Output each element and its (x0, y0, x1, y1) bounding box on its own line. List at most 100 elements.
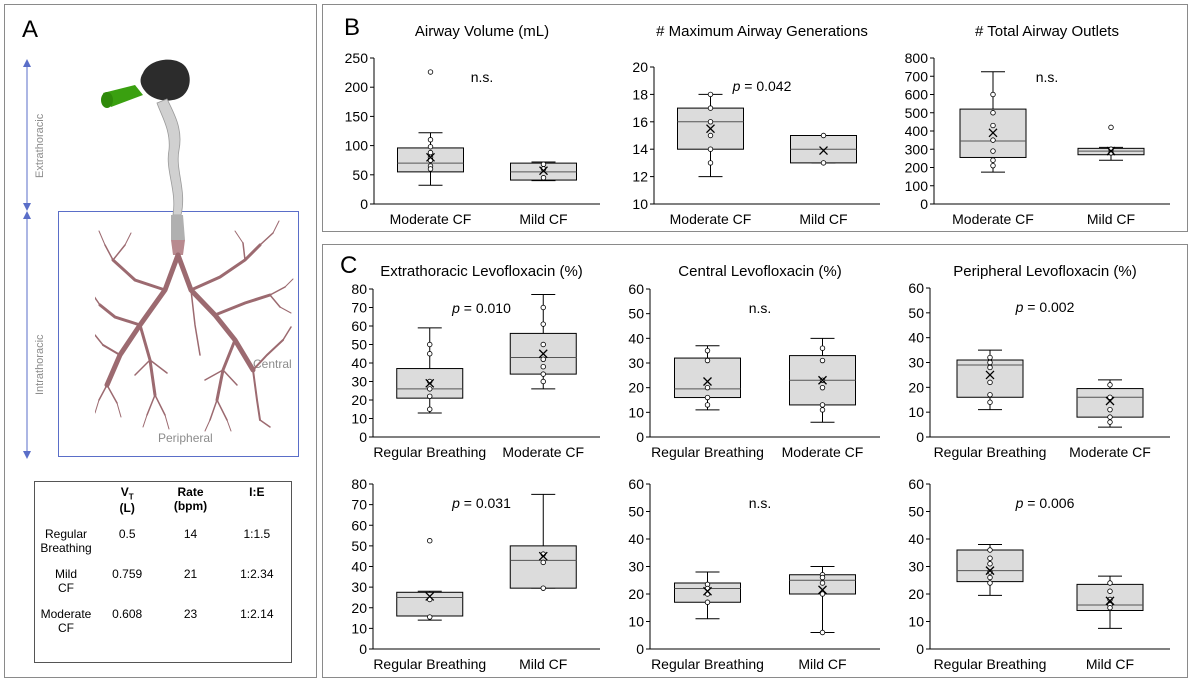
data-point (987, 547, 993, 553)
box-plot-9: 0 10 20 30 40 50 60 p = 0.006 Regular Breathing M… (908, 476, 1170, 672)
y-tick-label: 10 (628, 404, 644, 420)
data-point (427, 386, 433, 392)
box-0: Regular Breathing (373, 327, 486, 460)
data-point (427, 393, 433, 399)
data-point (990, 162, 996, 169)
y-tick-label: 600 (905, 87, 929, 103)
y-tick-label: 14 (632, 141, 648, 157)
data-point (819, 384, 826, 391)
y-tick-label: 30 (351, 374, 367, 390)
y-tick-label: 80 (351, 476, 367, 492)
y-tick-label: 50 (351, 538, 367, 554)
y-tick-label: 60 (351, 318, 367, 334)
y-tick-label: 150 (345, 108, 369, 124)
mean-marker (985, 370, 995, 380)
box-0: Regular Breathing (934, 544, 1047, 672)
chart-title: Peripheral Levofloxacin (%) (953, 263, 1136, 280)
y-tick-label: 30 (908, 355, 924, 371)
data-point (990, 148, 996, 154)
x-tick-label: Regular Breathing (934, 656, 1047, 672)
y-tick-label: 60 (628, 281, 644, 297)
significance-annotation: n.s. (1036, 69, 1059, 85)
data-point (990, 157, 996, 163)
params-table-box (34, 481, 292, 663)
box-1: Moderate CF (502, 294, 584, 460)
vt-unit: (L) (119, 501, 135, 516)
data-point (707, 132, 714, 139)
data-point (987, 561, 993, 567)
y-tick-label: 200 (345, 79, 369, 95)
data-point (540, 175, 547, 181)
params-header-ie: I:E (249, 485, 265, 499)
p-symbol: p (1015, 299, 1024, 315)
data-point (820, 160, 827, 166)
data-point (427, 149, 434, 156)
x-tick-label: Mild CF (519, 656, 567, 672)
row-label-line2: CF (58, 621, 74, 636)
data-point (819, 407, 826, 413)
mean-marker (538, 551, 548, 561)
p-symbol: p (451, 495, 460, 511)
data-point (987, 580, 993, 586)
params-ie: 1:1.5 (243, 527, 271, 542)
mean-marker (539, 166, 548, 176)
significance-annotation: p = 0.002 (1015, 299, 1075, 315)
mean-marker (426, 152, 435, 162)
x-tick-label: Moderate CF (952, 211, 1034, 227)
significance-annotation: n.s. (749, 300, 772, 316)
data-point (819, 580, 826, 586)
data-point (707, 91, 714, 98)
data-point (987, 359, 993, 366)
data-point (990, 122, 996, 129)
box-1: Mild CF (789, 566, 856, 672)
p-value: = 0.042 (740, 78, 791, 94)
data-point (1107, 605, 1113, 611)
x-tick-label: Mild CF (798, 656, 846, 672)
params-row-label: Moderate CF (35, 603, 97, 643)
mean-marker (703, 377, 712, 386)
data-point (707, 119, 714, 125)
head-shape (140, 59, 190, 101)
mean-marker (819, 146, 828, 156)
x-tick-label: Regular Breathing (373, 444, 486, 460)
p-value: = 0.002 (1023, 299, 1074, 315)
significance-annotation: p = 0.010 (451, 300, 511, 316)
data-point (540, 364, 546, 370)
data-point (427, 144, 434, 150)
data-point (820, 132, 827, 139)
data-point (427, 538, 433, 544)
mean-marker (706, 124, 715, 134)
y-tick-label: 700 (905, 68, 929, 84)
x-tick-label: Regular Breathing (934, 444, 1047, 460)
data-point (707, 105, 714, 111)
y-tick-label: 20 (632, 59, 648, 75)
data-point (819, 629, 826, 636)
y-tick-label: 40 (908, 330, 924, 346)
p-value: = 0.031 (460, 495, 511, 511)
params-rate: 23 (183, 607, 198, 622)
data-point (1107, 588, 1113, 594)
y-tick-label: 50 (908, 504, 924, 520)
panel-a-label: A (22, 16, 39, 43)
data-point (990, 110, 996, 116)
chart-title: Extrathoracic Levofloxacin (%) (380, 263, 583, 280)
box-plot-1: 0 50 100 150 200 250 Airway Volume (mL) n.s. Mod… (345, 23, 600, 227)
data-point (819, 574, 826, 581)
data-point (1107, 596, 1113, 603)
y-tick-label: 40 (351, 355, 367, 371)
params-header-rate: Rate (bpm) (157, 483, 223, 523)
y-tick-label: 50 (628, 306, 644, 322)
bronchial-tree (95, 220, 294, 432)
mean-marker (1105, 396, 1115, 406)
data-point (1107, 394, 1113, 400)
mean-marker (988, 128, 998, 138)
y-tick-label: 0 (360, 196, 368, 212)
data-point (987, 399, 993, 405)
box-plot-8: 0 10 20 30 40 50 60 n.s. Regular Breathing Mild C… (628, 476, 880, 672)
data-point (427, 166, 434, 172)
y-tick-label: 20 (351, 600, 367, 616)
chart-title: # Total Airway Outlets (975, 23, 1119, 40)
region-arrows (23, 59, 31, 459)
params-ie: 1:2.14 (240, 607, 274, 622)
y-tick-label: 10 (908, 404, 924, 420)
